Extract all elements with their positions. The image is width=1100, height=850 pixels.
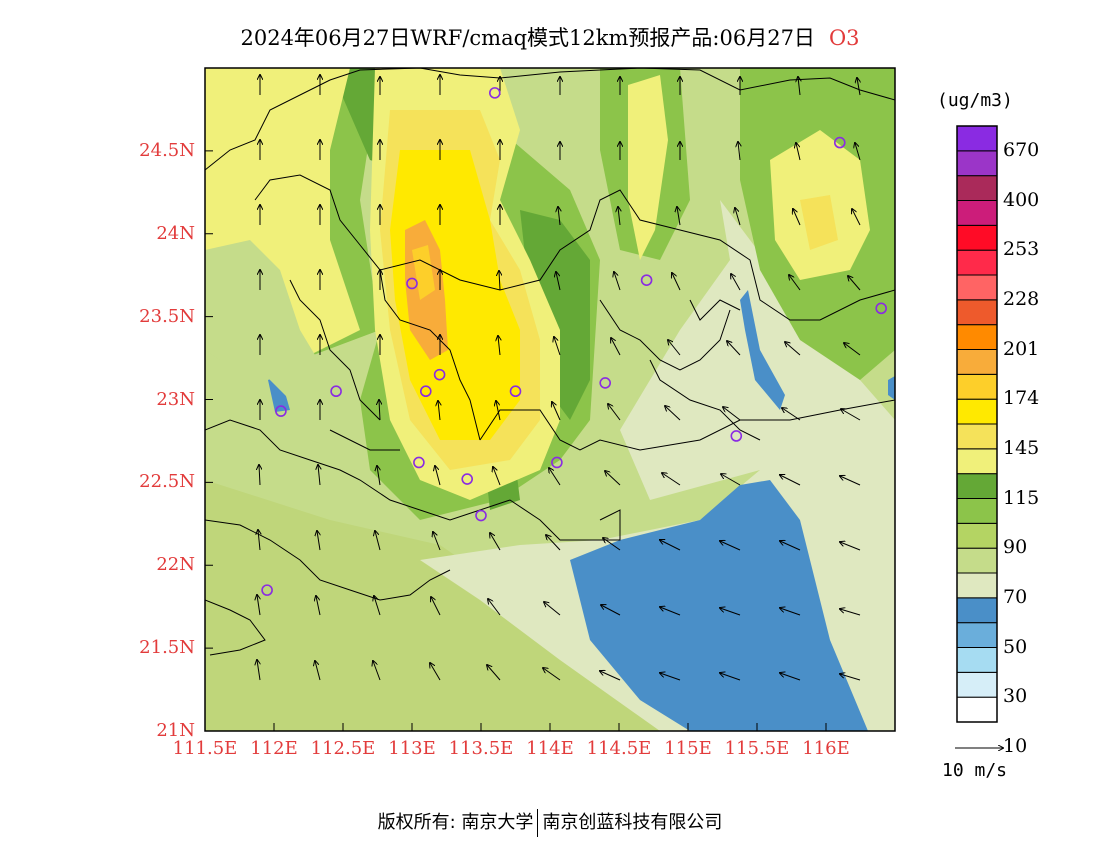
legend-label: 115: [1003, 486, 1040, 509]
legend-colorbar: [956, 125, 998, 723]
copyright-footer: 版权所有: 南京大学 南京创蓝科技有限公司: [0, 808, 1100, 837]
legend-swatch: [956, 249, 998, 276]
legend-label: 50: [1003, 635, 1028, 658]
axis-ticks: [204, 150, 827, 732]
lat-tick-label: 22N: [156, 554, 195, 576]
lon-tick-label: 114E: [526, 738, 574, 759]
station-marker: [833, 136, 846, 149]
legend-swatch: [956, 597, 998, 624]
station-marker: [261, 584, 273, 596]
station-marker: [461, 473, 474, 485]
legend-swatch: [956, 423, 998, 450]
legend-swatch: [956, 349, 998, 375]
legend-swatch: [956, 373, 998, 400]
legend-swatch: [956, 274, 998, 301]
legend-label: 30: [1003, 685, 1028, 708]
legend-swatch: [956, 398, 998, 425]
legend-swatch: [956, 473, 998, 499]
concentration-field: [205, 68, 895, 731]
wind-scale-label: 10 m/s: [942, 760, 1008, 781]
legend-swatch: [956, 200, 998, 226]
lon-tick-label: 113.5E: [448, 738, 514, 759]
lat-tick-label: 22.5N: [139, 471, 195, 493]
legend-label: 400: [1003, 188, 1040, 211]
wind-vectors: [257, 75, 860, 681]
lat-tick-label: 23.5N: [139, 305, 195, 327]
page-title: 2024年06月27日WRF/cmaq模式12km预报产品:06月27日 O3: [0, 22, 1100, 52]
station-marker: [413, 456, 425, 469]
lon-tick-label: 113E: [388, 738, 436, 759]
station-marker: [475, 509, 487, 522]
footer-divider: [537, 809, 539, 837]
station-marker: [419, 385, 432, 398]
legend-swatch: [956, 622, 998, 649]
legend-label: 10: [1003, 734, 1028, 757]
legend-swatch: [956, 522, 998, 549]
station-marker: [509, 385, 522, 398]
legend-label: 228: [1003, 287, 1040, 310]
legend-swatch: [956, 572, 998, 599]
station-marker: [406, 277, 418, 290]
title-text: 2024年06月27日WRF/cmaq模式12km预报产品:06月27日: [240, 26, 815, 50]
legend-swatch: [956, 647, 998, 673]
lat-tick-label: 24.5N: [139, 139, 195, 161]
lon-tick-label: 112E: [250, 738, 298, 759]
legend-swatch: [956, 498, 998, 524]
lon-tick-label: 112.5E: [310, 738, 376, 759]
station-marker: [551, 456, 563, 469]
legend-label: 253: [1003, 238, 1040, 261]
legend-swatch: [956, 224, 998, 251]
lat-tick-label: 23N: [156, 388, 195, 410]
lat-tick-label: 21N: [156, 720, 195, 741]
lon-tick-label: 115E: [664, 738, 712, 759]
species-label: O3: [828, 26, 860, 50]
lon-tick-label: 114.5E: [586, 738, 652, 759]
legend-label: 174: [1003, 387, 1040, 410]
lon-tick-label: 115.5E: [724, 738, 790, 759]
legend-label: 670: [1003, 138, 1040, 161]
legend-label: 145: [1003, 436, 1040, 459]
legend-swatch: [956, 125, 998, 152]
legend-label: 70: [1003, 585, 1028, 608]
lon-tick-label: 111.5E: [172, 738, 238, 759]
station-marker: [599, 377, 612, 389]
legend-swatch: [956, 299, 998, 326]
legend-swatch: [956, 448, 998, 475]
lat-tick-label: 24N: [156, 222, 195, 244]
station-marker: [433, 368, 446, 381]
lat-tick-label: 21.5N: [139, 637, 195, 659]
legend-label: 201: [1003, 337, 1040, 360]
station-marker: [875, 302, 888, 315]
station-marker: [275, 405, 287, 417]
legend-swatch: [956, 150, 998, 177]
legend-label: 90: [1003, 536, 1028, 559]
footer-left: 版权所有: 南京大学: [377, 812, 534, 833]
station-marker: [488, 87, 501, 99]
legend-swatch: [956, 175, 998, 202]
legend-unit: (ug/m3): [937, 90, 1013, 111]
monitoring-stations: [261, 87, 888, 596]
station-marker: [330, 385, 342, 398]
legend-swatch: [956, 696, 998, 723]
footer-right: 南京创蓝科技有限公司: [542, 812, 723, 833]
legend-frame: [956, 125, 998, 723]
legend-swatch: [956, 324, 998, 350]
lon-tick-label: 116E: [802, 738, 850, 759]
station-marker: [730, 430, 743, 442]
legend-swatch: [956, 547, 998, 574]
station-marker: [640, 274, 653, 286]
legend-swatch: [956, 671, 998, 698]
